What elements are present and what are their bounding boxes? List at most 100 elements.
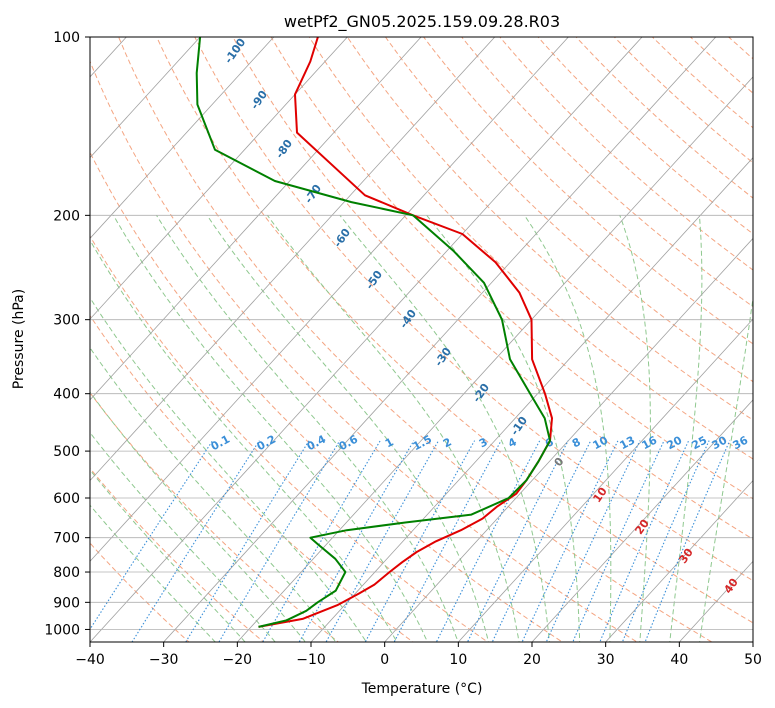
isotherms-layer: [0, 10, 753, 654]
x-axis-ticks: −40 −30 −20 −10 0 10 20 30 40 50: [75, 642, 762, 668]
mixing-ratio-label: 36: [731, 433, 751, 452]
moist-adiabat-line: [90, 504, 216, 642]
x-tick-label: 50: [744, 652, 762, 668]
pressure-gridlines: [90, 37, 753, 630]
y-tick-label: 100: [53, 30, 80, 46]
dry-adiabat-line: [422, 37, 753, 345]
dry-adiabat-line: [384, 37, 753, 383]
mixing-ratio-label: 1: [383, 435, 396, 450]
moist-adiabat-line: [113, 215, 429, 642]
dry-adiabat-line: [90, 151, 564, 642]
dry-adiabat-line: [156, 37, 753, 624]
isotherm-line: [163, 37, 717, 642]
y-tick-label: 800: [53, 565, 80, 581]
y-tick-label: 900: [53, 595, 80, 611]
x-tick-label: −20: [223, 652, 253, 668]
y-tick-label: 1000: [44, 622, 80, 638]
mixing-ratio-label: 0.4: [305, 432, 329, 453]
moist-adiabat-line: [90, 239, 398, 642]
mixing-ratio-label: 1.5: [411, 433, 434, 454]
dry-adiabat-line: [727, 37, 753, 60]
x-tick-label: 20: [523, 652, 541, 668]
isotherm-line: [0, 10, 4, 654]
isotherm-label: -10: [508, 414, 530, 438]
mixing-ratio-line: [218, 440, 341, 642]
mixing-ratio-line: [435, 440, 541, 642]
mixing-ratio-label: 10: [591, 433, 611, 452]
isotherm-label: 10: [590, 485, 610, 505]
isotherm-line: [310, 157, 753, 642]
y-tick-label: 500: [53, 444, 80, 460]
y-tick-label: 200: [53, 208, 80, 224]
dry-adiabat-line: [118, 37, 713, 642]
moist-adiabat-line: [156, 215, 459, 642]
mixing-ratio-line: [393, 440, 502, 642]
isotherm-label: -100: [222, 36, 249, 66]
x-tick-label: 0: [380, 652, 389, 668]
mixing-ratio-label: 16: [640, 433, 660, 452]
x-tick-label: 40: [670, 652, 688, 668]
isotherm-line: [90, 37, 422, 401]
dry-adiabat-line: [90, 314, 414, 642]
profile-series: [195, 37, 553, 628]
x-axis-label: Temperature (°C): [361, 681, 483, 697]
isotherm-label: -20: [470, 381, 492, 405]
y-tick-label: 700: [53, 531, 80, 547]
moist-adiabat-line: [90, 296, 367, 642]
moist-adiabat-line: [90, 431, 276, 642]
dry-adiabat-line: [308, 37, 753, 460]
mixing-ratio-line: [298, 440, 415, 642]
mixing-ratio-line: [262, 440, 381, 642]
isotherm-line: [90, 37, 569, 562]
moist-adiabat-line: [90, 346, 337, 642]
mixing-ratio-line: [491, 440, 592, 642]
dry-adiabat-line: [461, 37, 753, 308]
dry-adiabat-line: [194, 37, 753, 582]
plot-frame: [89, 36, 754, 643]
y-tick-label: 600: [53, 491, 80, 507]
mixing-ratio-line: [325, 440, 440, 642]
mixing-ratio-layer: [90, 440, 731, 642]
dry-adiabat-line: [90, 235, 489, 642]
moist-adiabat-line: [669, 215, 703, 642]
mixing-ratio-label: 8: [570, 435, 583, 450]
x-tick-label: −40: [75, 652, 105, 668]
dewpoint-profile-line: [195, 37, 551, 628]
isotherm-line: [90, 37, 496, 482]
isotherm-label: -50: [363, 268, 385, 292]
mixing-ratio-label: 20: [665, 433, 685, 452]
mixing-ratio-label: 30: [710, 433, 730, 452]
dry-adiabat-line: [90, 60, 638, 642]
dry-adiabat-line: [270, 37, 753, 500]
y-axis-ticks: 100 200 300 400 500 600 700 800 900 1000: [44, 30, 90, 638]
isotherm-label: -30: [432, 345, 454, 369]
moist-adiabat-line: [524, 215, 612, 642]
dry-adiabat-line: [232, 37, 753, 540]
dry-adiabat-line: [740, 12, 775, 654]
chart-title: wetPf2_GN05.2025.159.09.28.R03: [284, 12, 560, 32]
mixing-ratio-line: [364, 440, 476, 642]
isotherm-label: -80: [273, 137, 295, 161]
x-tick-label: −10: [296, 652, 326, 668]
isotherm-line: [236, 76, 753, 642]
mixing-ratio-line: [599, 440, 690, 642]
isotherm-line: [90, 37, 348, 320]
mixing-ratio-label: 13: [618, 434, 638, 453]
mixing-ratio-label: 25: [690, 434, 710, 453]
moist-adiabat-line: [426, 214, 581, 642]
isotherm-line: [384, 237, 753, 642]
mixing-ratio-line: [131, 440, 260, 642]
isotherm-line: [605, 479, 753, 642]
moist-adiabat-line: [266, 215, 520, 642]
isotherm-line: [531, 399, 753, 642]
x-tick-label: −30: [149, 652, 179, 668]
y-axis-label: Pressure (hPa): [11, 289, 27, 389]
mixing-ratio-label: 0.2: [255, 433, 278, 454]
isotherm-line: [90, 37, 643, 642]
dry-adiabat-line: [499, 37, 753, 271]
mixing-ratio-line: [572, 440, 665, 642]
dry-adiabat-line: [575, 37, 753, 199]
dry-adiabat-line: [90, 391, 340, 642]
isotherm-label: 20: [632, 517, 652, 537]
